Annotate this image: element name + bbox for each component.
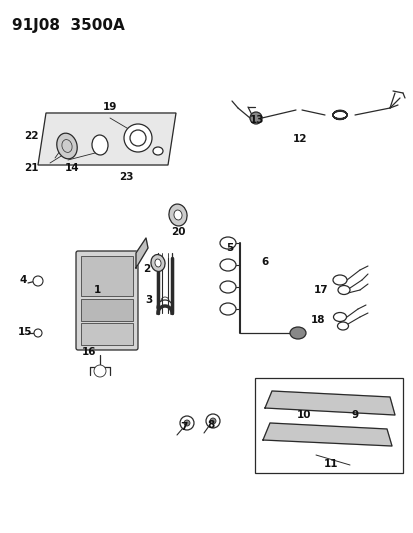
Text: 1: 1 xyxy=(93,286,101,295)
Polygon shape xyxy=(262,423,391,446)
Ellipse shape xyxy=(153,147,163,155)
Polygon shape xyxy=(38,113,176,165)
Circle shape xyxy=(130,130,146,146)
Ellipse shape xyxy=(333,312,346,321)
Ellipse shape xyxy=(154,259,161,267)
Text: 5: 5 xyxy=(225,243,233,253)
Circle shape xyxy=(94,365,106,377)
Circle shape xyxy=(209,418,216,424)
Ellipse shape xyxy=(332,275,346,285)
Ellipse shape xyxy=(57,133,77,159)
Ellipse shape xyxy=(337,286,349,295)
Text: 11: 11 xyxy=(323,459,338,469)
Ellipse shape xyxy=(92,135,108,155)
Bar xyxy=(254,378,402,473)
Text: 22: 22 xyxy=(24,131,38,141)
Ellipse shape xyxy=(219,259,235,271)
Circle shape xyxy=(34,329,42,337)
Text: 21: 21 xyxy=(24,163,38,173)
Text: 20: 20 xyxy=(170,227,185,237)
Text: 16: 16 xyxy=(81,347,96,357)
Circle shape xyxy=(206,414,219,428)
Text: 17: 17 xyxy=(313,285,328,295)
Ellipse shape xyxy=(337,322,348,330)
Bar xyxy=(81,323,133,345)
Text: 8: 8 xyxy=(207,420,214,430)
FancyBboxPatch shape xyxy=(76,251,138,350)
Text: 13: 13 xyxy=(249,115,263,125)
Text: 6: 6 xyxy=(261,257,268,267)
Polygon shape xyxy=(136,238,147,268)
Ellipse shape xyxy=(219,281,235,293)
Text: 19: 19 xyxy=(102,102,116,111)
Polygon shape xyxy=(38,113,176,165)
Circle shape xyxy=(124,124,152,152)
Text: 9: 9 xyxy=(351,410,358,419)
Text: 14: 14 xyxy=(65,163,80,173)
Text: 4: 4 xyxy=(19,275,26,285)
Ellipse shape xyxy=(62,140,72,152)
Text: 18: 18 xyxy=(310,315,325,325)
Circle shape xyxy=(183,420,190,426)
Text: 91J08  3500A: 91J08 3500A xyxy=(12,18,124,33)
Bar xyxy=(81,298,133,321)
Text: 7: 7 xyxy=(180,423,188,432)
Ellipse shape xyxy=(151,255,165,271)
Text: 2: 2 xyxy=(143,264,150,274)
Circle shape xyxy=(249,112,261,124)
Text: 10: 10 xyxy=(296,410,311,419)
Circle shape xyxy=(33,276,43,286)
Bar xyxy=(81,256,133,296)
Text: 3: 3 xyxy=(145,295,152,304)
Ellipse shape xyxy=(173,210,182,220)
Circle shape xyxy=(180,416,194,430)
Ellipse shape xyxy=(219,303,235,315)
Ellipse shape xyxy=(219,237,235,249)
Text: 12: 12 xyxy=(292,134,307,143)
Text: 23: 23 xyxy=(119,172,133,182)
Ellipse shape xyxy=(289,327,305,339)
Polygon shape xyxy=(264,391,394,415)
Ellipse shape xyxy=(169,204,187,226)
Text: 15: 15 xyxy=(17,327,32,336)
